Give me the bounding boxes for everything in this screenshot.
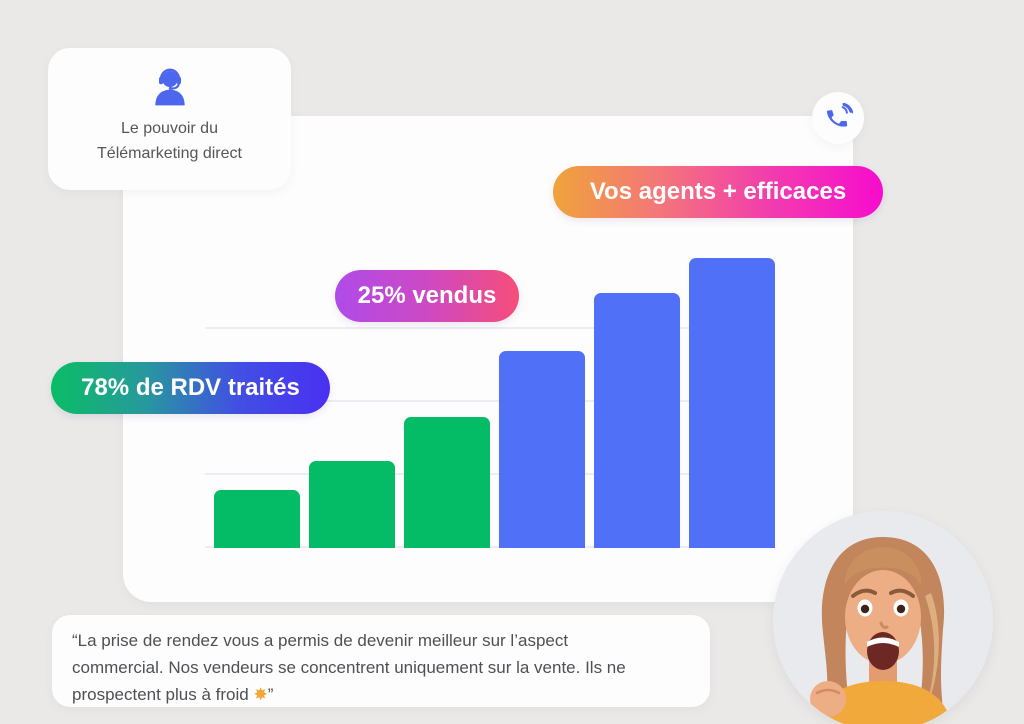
telemarketing-card: Le pouvoir du Télémarketing direct — [48, 48, 291, 190]
testimonial-card: “La prise de rendez vous a permis de dev… — [52, 615, 710, 707]
bar-6 — [689, 258, 775, 548]
badge-vendus-label: 25% vendus — [357, 282, 497, 309]
star-icon: ✸ — [253, 685, 268, 704]
badge-vendus: 25% vendus — [335, 270, 519, 322]
testimonial-line2: commercial. Nos vendeurs se concentrent … — [72, 658, 626, 677]
agent-headset-icon — [154, 68, 185, 106]
testimonial-line3-text: prospectent plus à froid — [72, 685, 254, 704]
bar-chart-grid — [205, 257, 777, 548]
bar-chart — [205, 257, 777, 548]
bar-4 — [499, 351, 585, 548]
bar-1 — [214, 490, 300, 548]
excited-woman-illustration — [773, 511, 993, 724]
excited-woman-photo — [773, 511, 993, 724]
gridline — [205, 546, 775, 548]
closing-quote: ” — [267, 685, 274, 704]
gridline — [205, 327, 775, 329]
badge-rdv-label: 78% de RDV traités — [81, 374, 300, 401]
phone-waves-icon — [826, 103, 853, 127]
telemarketing-title-line2: Télémarketing direct — [97, 145, 242, 162]
badge-agents-label: Vos agents + efficaces — [589, 178, 847, 205]
bar-chart-bars — [205, 257, 777, 548]
bar-2 — [309, 461, 395, 548]
badge-agents: Vos agents + efficaces — [553, 166, 883, 218]
badge-rdv: 78% de RDV traités — [51, 362, 330, 414]
gridline — [205, 400, 775, 402]
bar-5 — [594, 293, 680, 548]
phone-badge — [812, 92, 864, 144]
gridline — [205, 473, 775, 475]
telemarketing-title-line1: Le pouvoir du — [121, 120, 218, 137]
testimonial-line1: “La prise de rendez vous a permis de dev… — [72, 631, 569, 650]
bar-3 — [404, 417, 490, 548]
testimonial-line3: prospectent plus à froid ✸” — [72, 681, 690, 708]
